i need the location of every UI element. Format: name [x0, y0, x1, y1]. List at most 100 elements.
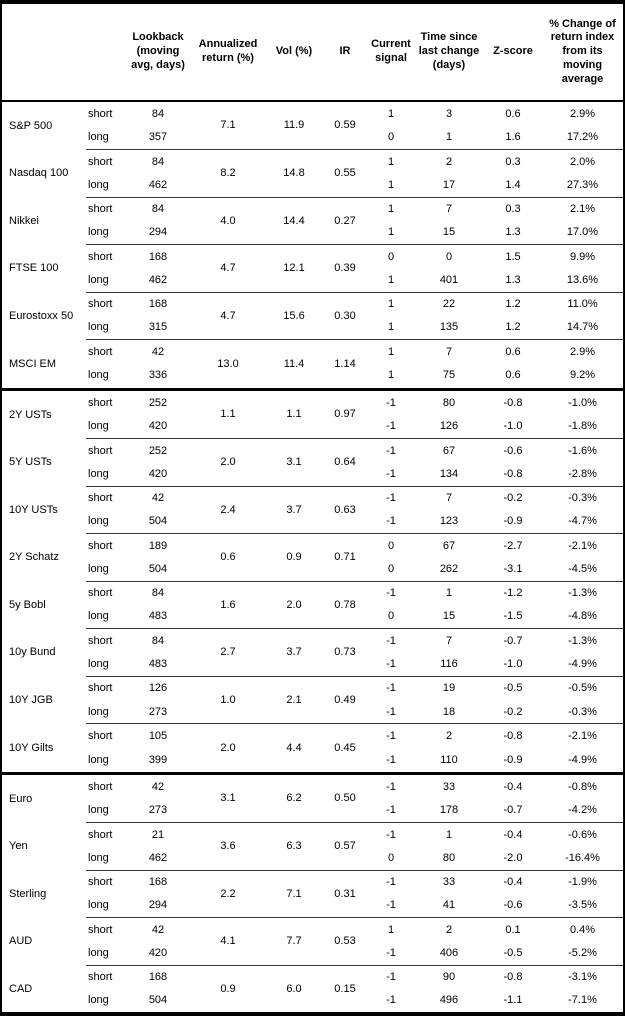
leg-cell: long: [86, 363, 126, 391]
pct-change-cell: 2.0%: [569, 155, 596, 168]
col-header-ir: IR: [322, 4, 368, 102]
asset-row-long: long 336 1 75 0.6 9.2%: [2, 363, 623, 391]
lookback-cell: 462: [126, 268, 190, 293]
leg-cell: long: [86, 747, 126, 775]
z-score-cell: 0.6: [505, 345, 521, 358]
vol-cell: 6.2: [266, 773, 322, 824]
vol-cell: 2.1: [266, 676, 322, 725]
leg-cell: long: [86, 846, 126, 871]
col-header-pct_change_from_ma: % Change of return index from its moving…: [542, 4, 623, 102]
leg-cell: long: [86, 462, 126, 487]
time-since-cell: 2: [445, 729, 453, 742]
annualized-return-cell: 1.0: [190, 676, 266, 725]
asset-name-cell: AUD: [9, 935, 33, 948]
leg-cell: short: [88, 828, 113, 841]
time-since-cell: 134: [414, 462, 484, 487]
vol-cell: 0.9: [266, 533, 322, 582]
z-score-cell: -0.5: [484, 941, 542, 966]
time-since-cell: 80: [414, 846, 484, 871]
lookback-cell: 504: [148, 994, 168, 1007]
ir-cell: 0.55: [322, 149, 368, 198]
z-score-cell: -2.7: [503, 539, 523, 552]
asset-name-cell: CAD: [9, 982, 33, 995]
time-since-cell: 1: [445, 828, 453, 841]
asset-row-short: Eurostoxx 50 short 168 4.7 15.6 0.30 1 22 1.2 11.…: [2, 292, 623, 341]
leg-cell: short: [88, 203, 113, 216]
asset-name-cell: Eurostoxx 50: [9, 309, 74, 322]
ir-cell: 0.71: [322, 533, 368, 582]
current-signal-cell: -1: [386, 729, 396, 742]
lookback-cell: 483: [126, 604, 190, 630]
vol-cell: 4.4: [266, 723, 322, 775]
leg-cell: short: [88, 444, 113, 457]
asset-name-cell: S&P 500: [9, 119, 53, 132]
table-body: S&P 500 short 84 7.1 11.9 0.59 1 3 0.6 2.9% long 35…: [2, 101, 623, 1012]
time-since-cell: 80: [442, 396, 456, 409]
annualized-return-cell: 3.6: [190, 822, 266, 871]
lookback-cell: 294: [126, 893, 190, 919]
z-score-cell: -0.9: [484, 509, 542, 535]
z-score-cell: -0.4: [503, 780, 523, 793]
time-since-cell: 116: [414, 652, 484, 677]
col-header-vol: Vol (%): [266, 4, 322, 102]
pct-change-cell: -2.8%: [542, 462, 623, 487]
time-since-cell: 2: [445, 155, 453, 168]
leg-cell: long: [86, 125, 126, 150]
signals-table: Lookback (moving avg, days) Annualized re…: [2, 4, 623, 1012]
leg-cell: short: [88, 396, 113, 409]
ir-cell: 0.27: [322, 197, 368, 246]
pct-change-cell: -0.3%: [568, 492, 597, 505]
asset-row-long: long 294 1 15 1.3 17.0%: [2, 220, 623, 246]
pct-change-cell: -0.8%: [568, 780, 597, 793]
z-score-cell: -1.1: [503, 994, 523, 1007]
lookback-cell: 357: [126, 125, 190, 150]
asset-row-short: FTSE 100 short 168 4.7 12.1 0.39 0 0 1.5 9.9%: [2, 244, 623, 293]
ir-cell: 0.78: [322, 581, 368, 630]
asset-row-short: 5Y USTs short 252 2.0 3.1 0.64 -1 67 -0.6 -1.6%: [2, 438, 623, 487]
lookback-cell: 42: [151, 923, 165, 936]
pct-change-cell: -4.7%: [542, 509, 623, 535]
pct-change-cell: 9.2%: [542, 363, 623, 391]
table-header: Lookback (moving avg, days) Annualized re…: [2, 4, 623, 102]
lookback-cell: 273: [126, 798, 190, 824]
current-signal-cell: -1: [368, 509, 414, 535]
time-since-cell: 262: [414, 557, 484, 582]
ir-cell: 0.50: [322, 773, 368, 824]
asset-name-cell: Yen: [9, 840, 28, 853]
col-header-lookback: Lookback (moving avg, days): [126, 4, 190, 102]
annualized-return-cell: 2.7: [190, 628, 266, 677]
ir-cell: 0.45: [322, 723, 368, 775]
leg-cell: short: [88, 682, 113, 695]
z-score-cell: -0.2: [503, 492, 523, 505]
leg-cell: long: [86, 414, 126, 439]
current-signal-cell: -1: [386, 587, 396, 600]
pct-change-cell: -4.8%: [542, 604, 623, 630]
current-signal-cell: 1: [387, 155, 395, 168]
lookback-cell: 462: [126, 173, 190, 198]
ir-cell: 0.57: [322, 822, 368, 871]
z-score-cell: -3.1: [484, 557, 542, 582]
leg-cell: short: [88, 492, 113, 505]
vol-cell: 6.3: [266, 822, 322, 871]
annualized-return-cell: 4.7: [190, 292, 266, 341]
asset-row-short: 10Y USTs short 42 2.4 3.7 0.63 -1 7 -0.2 -0.3%: [2, 486, 623, 535]
z-score-cell: 1.3: [484, 220, 542, 246]
z-score-cell: -0.2: [484, 699, 542, 725]
pct-change-cell: -3.1%: [568, 971, 597, 984]
current-signal-cell: 1: [368, 268, 414, 293]
vol-cell: 1.1: [266, 389, 322, 439]
current-signal-cell: -1: [386, 682, 396, 695]
lookback-cell: 84: [151, 634, 165, 647]
lookback-cell: 336: [126, 363, 190, 391]
pct-change-cell: -4.2%: [542, 798, 623, 824]
current-signal-cell: -1: [386, 876, 396, 889]
asset-row-long: long 273 -1 178 -0.7 -4.2%: [2, 798, 623, 824]
annualized-return-cell: 4.1: [190, 917, 266, 966]
time-since-cell: 178: [414, 798, 484, 824]
asset-row-long: long 504 0 262 -3.1 -4.5%: [2, 557, 623, 582]
time-since-cell: 110: [414, 747, 484, 775]
ir-cell: 0.30: [322, 292, 368, 341]
pct-change-cell: -1.8%: [542, 414, 623, 439]
pct-change-cell: 2.9%: [569, 107, 596, 120]
leg-cell: long: [86, 509, 126, 535]
